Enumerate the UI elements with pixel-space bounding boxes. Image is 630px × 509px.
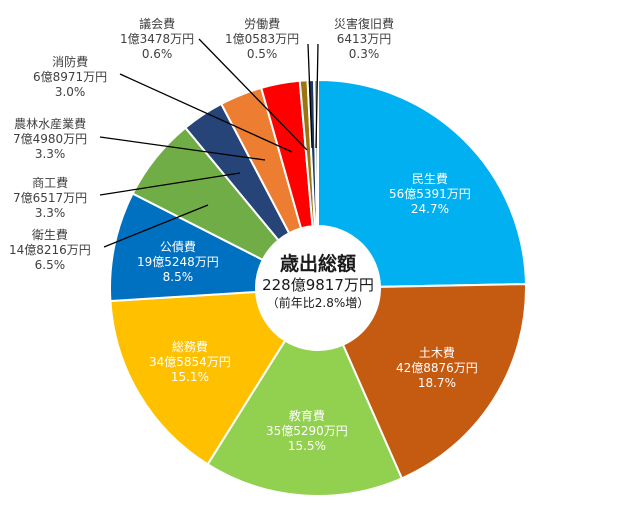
- slice-label-percent-label: 3.3%: [34, 147, 66, 161]
- slice-label-name: 消防費: [52, 55, 89, 69]
- slice-label-amount: 42億8876万円: [396, 361, 478, 375]
- slice-label-percent-label: 8.5%: [162, 270, 194, 284]
- slice-label-percent-label: 0.5%: [246, 47, 278, 61]
- center-summary: 歳出総額 228億9817万円 （前年比2.8%増）: [248, 252, 388, 311]
- slice-label-name: 公債費: [159, 240, 196, 254]
- leader-line: [198, 38, 308, 151]
- slice-label-percent-label: 3.0%: [54, 85, 86, 99]
- slice-label-name: 農林水産業費: [14, 117, 87, 131]
- slice-label-name: 教育費: [288, 409, 325, 423]
- slice-label-percent-label: 3.3%: [34, 206, 66, 220]
- slice-label: 農林水産業費 7億4980万円 3.3%: [13, 117, 87, 162]
- slice-label-amount: 1億0583万円: [225, 32, 300, 46]
- slice-label-name: 議会費: [139, 17, 176, 31]
- slice-label-amount: 7億4980万円: [13, 132, 88, 146]
- slice-label: 総務費 34億5854万円 15.1%: [149, 340, 231, 385]
- slice-label-name: 土木費: [418, 346, 455, 360]
- leader-line: [307, 43, 313, 149]
- slice-label: 民生費 56億5391万円 24.7%: [389, 172, 471, 217]
- slice-label-amount: 7億6517万円: [13, 191, 88, 205]
- slice-label: 消防費 6億8971万円 3.0%: [33, 55, 107, 100]
- slice-label-name: 民生費: [411, 172, 448, 186]
- slice-label: 商工費 7億6517万円 3.3%: [13, 176, 87, 221]
- slice-label-percent-label: 15.1%: [170, 370, 209, 384]
- slice-label-percent-label: 24.7%: [410, 202, 449, 216]
- slice-label-amount: 6億8971万円: [33, 70, 108, 84]
- slice-label-amount: 6413万円: [336, 32, 392, 46]
- slice-label-name: 商工費: [32, 176, 69, 190]
- slice-label-name: 衛生費: [31, 228, 68, 242]
- leader-line: [103, 204, 209, 248]
- center-title: 歳出総額: [279, 253, 356, 275]
- leader-line: [119, 73, 293, 153]
- slice-label-percent-label: 18.7%: [417, 376, 456, 390]
- slice-label: 土木費 42億8876万円 18.7%: [396, 346, 478, 391]
- slice-label-name: 総務費: [171, 340, 208, 354]
- slice-label-amount: 56億5391万円: [389, 187, 471, 201]
- leader-line: [99, 172, 241, 196]
- slice-label: 衛生費 14億8216万円 6.5%: [9, 228, 91, 273]
- slice-label-percent-label: 6.5%: [34, 258, 66, 272]
- slice-label-name: 労働費: [244, 17, 281, 31]
- donut-hole: [256, 226, 380, 350]
- slice-label-percent-label: 0.6%: [141, 47, 173, 61]
- slice-label-name: 災害復旧費: [334, 17, 395, 31]
- slice-label: 労働費 1億0583万円 0.5%: [225, 17, 299, 62]
- slice-0: [317, 78, 527, 288]
- slice-label: 議会費 1億3478万円 0.6%: [120, 17, 194, 62]
- center-total-amount: 228億9817万円: [262, 276, 374, 294]
- slice-label: 災害復旧費 6413万円 0.3%: [334, 17, 394, 62]
- slice-label-percent-label: 0.3%: [348, 47, 380, 61]
- slice-label: 教育費 35億5290万円 15.5%: [266, 409, 348, 454]
- leader-line: [315, 43, 319, 149]
- slice-label-amount: 14億8216万円: [9, 243, 91, 257]
- center-yoy-note: （前年比2.8%増）: [266, 296, 370, 310]
- leader-line: [99, 136, 266, 161]
- slice-label-amount: 19億5248万円: [137, 255, 219, 269]
- slice-label-amount: 1億3478万円: [120, 32, 195, 46]
- slice-label-percent-label: 15.5%: [287, 439, 326, 453]
- slice-label-amount: 35億5290万円: [266, 424, 348, 438]
- slice-label-amount: 34億5854万円: [149, 355, 231, 369]
- slice-label: 公債費 19億5248万円 8.5%: [137, 240, 219, 285]
